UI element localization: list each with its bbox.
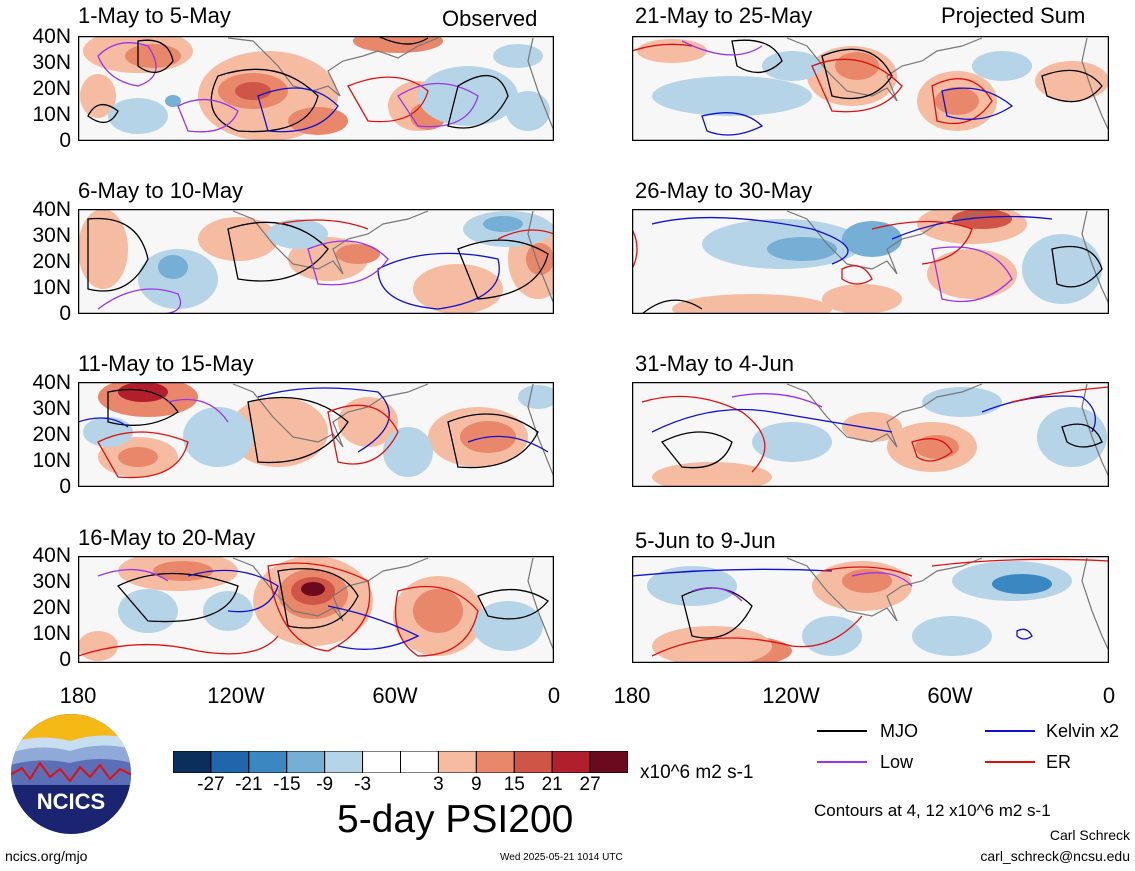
colorbar-tick-label: 3 xyxy=(433,774,444,795)
lat-label: 10N xyxy=(32,449,71,472)
panel-title-7: 31-May to 4-Jun xyxy=(635,351,794,376)
colorbar-box xyxy=(475,751,515,773)
colorbar-tick-label: -3 xyxy=(354,774,372,795)
lat-label: 40N xyxy=(32,198,71,221)
legend-line-low xyxy=(817,761,867,763)
timestamp: Wed 2025-05-21 1014 UTC xyxy=(500,852,623,863)
lat-label: 0 xyxy=(59,648,71,671)
legend-line-er xyxy=(985,761,1035,763)
colorbar-tick-label: 21 xyxy=(541,774,563,795)
panel-title-4: 16-May to 20-May xyxy=(78,525,256,550)
map-panel-1 xyxy=(78,36,554,141)
legend-label-mjo: MJO xyxy=(880,721,918,741)
map-panel-4 xyxy=(78,556,554,663)
lat-label: 0 xyxy=(59,129,71,152)
lat-label: 40N xyxy=(32,25,71,48)
colorbar-box xyxy=(173,751,212,773)
lat-label: 40N xyxy=(32,371,71,394)
lon-label: 180 xyxy=(59,683,97,708)
lat-label: 10N xyxy=(32,103,71,126)
lon-label: 60W xyxy=(372,683,418,708)
map-panel-2 xyxy=(78,209,554,314)
legend-line-mjo xyxy=(817,730,867,732)
map-panel-3 xyxy=(78,382,554,487)
lat-label: 30N xyxy=(32,51,71,74)
contours-note: Contours at 4, 12 x10^6 m2 s-1 xyxy=(814,801,1051,820)
logo-text: NCICS xyxy=(37,789,105,814)
colorbar-box xyxy=(551,751,591,773)
colorbar-tick-label: 27 xyxy=(579,774,601,795)
lon-label: 120W xyxy=(207,683,265,708)
panel-title-3: 11-May to 15-May xyxy=(78,351,254,376)
lat-label: 30N xyxy=(32,570,71,593)
colorbar-tick-label: -9 xyxy=(316,774,334,795)
panel-title-5: 21-May to 25-May xyxy=(635,3,813,28)
colorbar xyxy=(173,751,628,773)
lat-label: 10N xyxy=(32,622,71,645)
panel-title-8: 5-Jun to 9-Jun xyxy=(635,528,776,553)
author-email: carl_schreck@ncsu.edu xyxy=(980,848,1130,864)
map-panel-7 xyxy=(632,382,1109,487)
observed-label: Observed xyxy=(442,6,538,31)
lat-label: 20N xyxy=(32,77,71,100)
colorbar-units: x10^6 m2 s-1 xyxy=(640,762,754,783)
colorbar-tick-label: 9 xyxy=(471,774,482,795)
lon-label: 180 xyxy=(613,683,651,708)
legend-label-er: ER xyxy=(1046,752,1072,772)
colorbar-box xyxy=(513,751,553,773)
lon-label: 60W xyxy=(927,683,973,708)
panel-title-1: 1-May to 5-May xyxy=(78,3,231,28)
panel-title-2: 6-May to 10-May xyxy=(78,178,244,203)
ncics-logo: NCICS xyxy=(11,714,131,834)
lat-label: 20N xyxy=(32,423,71,446)
lon-label: 120W xyxy=(762,683,820,708)
colorbar-tick-label: -15 xyxy=(273,774,301,795)
legend-label-kelvin: Kelvin x2 xyxy=(1046,721,1120,741)
colorbar-box xyxy=(362,751,401,773)
lat-label: 10N xyxy=(32,276,71,299)
colorbar-box xyxy=(324,751,364,773)
map-panel-6 xyxy=(632,209,1109,314)
lat-label: 0 xyxy=(59,302,71,325)
projected-label: Projected Sum xyxy=(941,3,1086,28)
lat-label: 30N xyxy=(32,224,71,247)
lat-label: 20N xyxy=(32,596,71,619)
legend-label-low: Low xyxy=(880,752,914,772)
colorbar-box xyxy=(248,751,288,773)
colorbar-tick-label: -27 xyxy=(197,774,225,795)
colorbar-box xyxy=(210,751,250,773)
colorbar-box xyxy=(400,751,439,773)
lon-label: 0 xyxy=(1102,683,1116,708)
lon-label: 0 xyxy=(547,683,561,708)
legend-line-kelvin xyxy=(985,730,1035,732)
lat-label: 20N xyxy=(32,250,71,273)
panel-title-6: 26-May to 30-May xyxy=(635,178,813,203)
lat-label: 30N xyxy=(32,397,71,420)
colorbar-tick-label: 15 xyxy=(503,774,525,795)
author-name: Carl Schreck xyxy=(1049,827,1130,843)
map-panel-8 xyxy=(632,556,1109,663)
colorbar-tick-label: -21 xyxy=(235,774,263,795)
chart-title: 5-day PSI200 xyxy=(337,798,574,841)
colorbar-box xyxy=(286,751,326,773)
colorbar-box xyxy=(437,751,477,773)
site-link[interactable]: ncics.org/mjo xyxy=(5,848,88,864)
map-panel-5 xyxy=(632,36,1109,141)
lat-label: 40N xyxy=(32,544,71,567)
lat-label: 0 xyxy=(59,475,71,498)
colorbar-box xyxy=(589,751,628,773)
